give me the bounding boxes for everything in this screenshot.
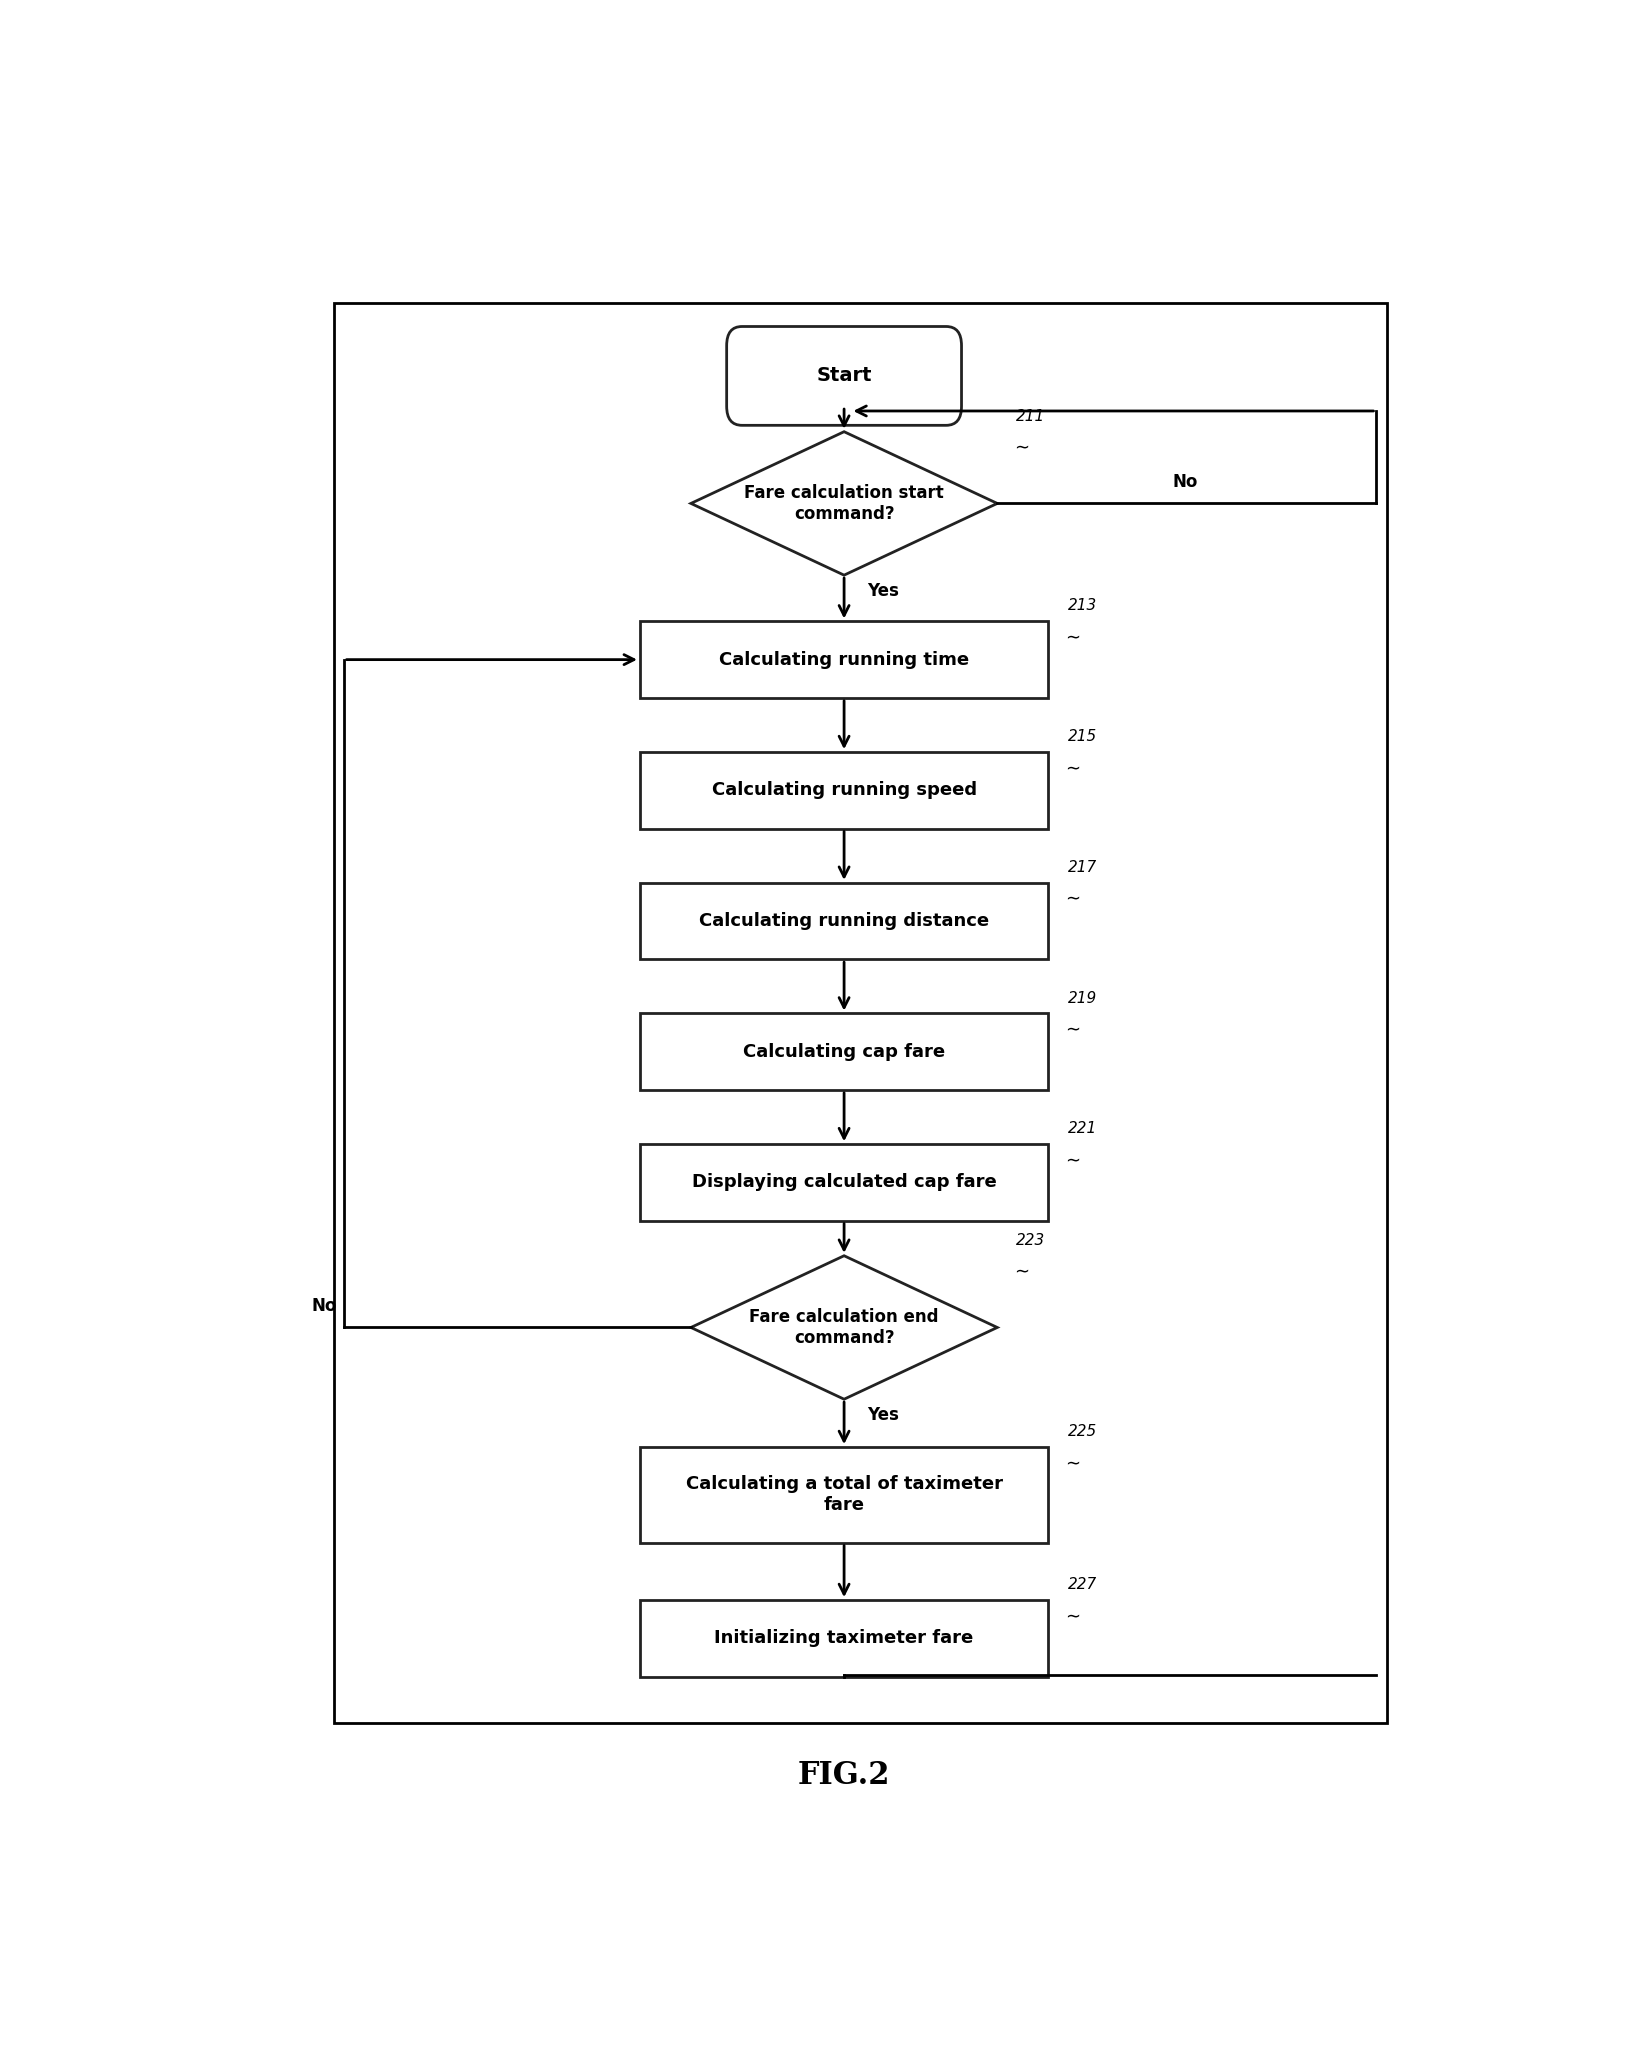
Bar: [639, 1447, 1047, 1542]
Text: Calculating running speed: Calculating running speed: [712, 780, 977, 799]
Text: Fare calculation end
command?: Fare calculation end command?: [749, 1308, 939, 1348]
Text: Displaying calculated cap fare: Displaying calculated cap fare: [692, 1174, 996, 1192]
Text: Yes: Yes: [866, 582, 899, 600]
Text: Calculating a total of taximeter
fare: Calculating a total of taximeter fare: [685, 1476, 1003, 1515]
Text: Start: Start: [817, 366, 871, 385]
Text: 213: 213: [1067, 598, 1097, 613]
Text: ∼: ∼: [1015, 1263, 1029, 1281]
Text: ∼: ∼: [1066, 1608, 1080, 1627]
Bar: [639, 1014, 1047, 1091]
Text: ∼: ∼: [1066, 760, 1080, 778]
Text: No: No: [311, 1296, 338, 1314]
Text: ∼: ∼: [1066, 1153, 1080, 1170]
Text: Initializing taximeter fare: Initializing taximeter fare: [715, 1629, 973, 1648]
FancyBboxPatch shape: [726, 327, 962, 424]
Text: Calculating running time: Calculating running time: [720, 650, 968, 669]
Text: 225: 225: [1067, 1424, 1097, 1439]
Bar: [639, 1600, 1047, 1677]
Text: ∼: ∼: [1066, 890, 1080, 909]
Polygon shape: [692, 1256, 996, 1399]
Text: ∼: ∼: [1066, 1021, 1080, 1039]
Text: No: No: [1173, 472, 1197, 491]
Text: FIG.2: FIG.2: [797, 1760, 891, 1791]
Text: ∼: ∼: [1015, 439, 1029, 457]
Polygon shape: [692, 433, 996, 575]
Text: 219: 219: [1067, 992, 1097, 1006]
Text: Calculating cap fare: Calculating cap fare: [743, 1043, 945, 1060]
Text: 211: 211: [1016, 408, 1046, 424]
Text: ∼: ∼: [1066, 1455, 1080, 1474]
Text: Yes: Yes: [866, 1406, 899, 1424]
Bar: [333, 302, 1387, 1722]
Bar: [639, 882, 1047, 958]
Bar: [639, 621, 1047, 698]
Bar: [639, 1145, 1047, 1221]
Text: 223: 223: [1016, 1234, 1046, 1248]
Text: 217: 217: [1067, 859, 1097, 876]
Text: 221: 221: [1067, 1122, 1097, 1136]
Text: 227: 227: [1067, 1577, 1097, 1592]
Text: ∼: ∼: [1066, 629, 1080, 648]
Bar: [639, 751, 1047, 828]
Text: Fare calculation start
command?: Fare calculation start command?: [744, 484, 944, 524]
Text: 215: 215: [1067, 729, 1097, 743]
Text: Calculating running distance: Calculating running distance: [698, 913, 990, 929]
